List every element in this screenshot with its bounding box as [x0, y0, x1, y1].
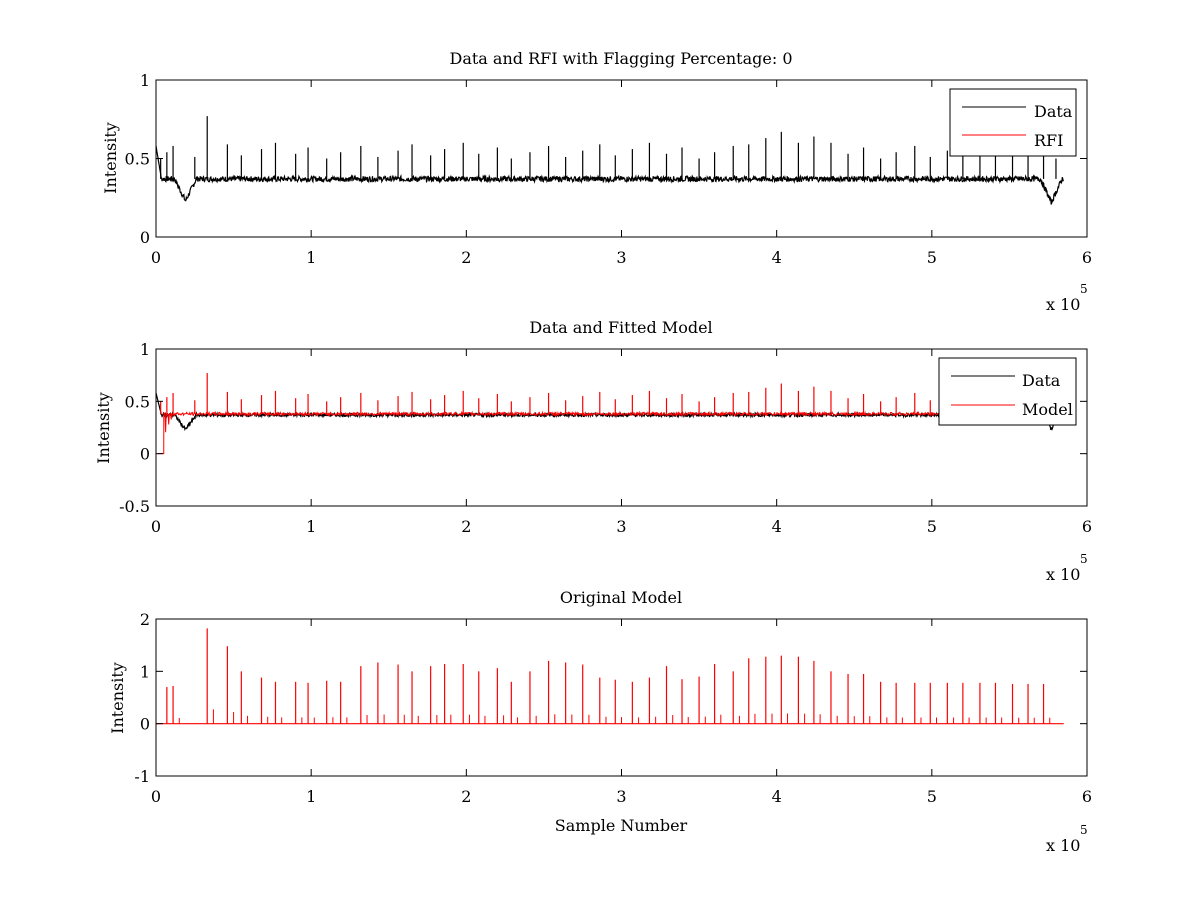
y-tick-label: 0.5 [125, 392, 150, 411]
x-tick-label: 4 [772, 248, 782, 267]
series-data [155, 145, 1064, 205]
legend: Data Model [938, 357, 1077, 426]
x-tick-label: 0 [151, 248, 161, 267]
x-tick-label: 0 [151, 787, 161, 806]
x-multiplier: x 10 [1046, 295, 1080, 314]
y-tick-label: 1 [140, 340, 150, 359]
y-axis-label: Intensity [94, 392, 113, 464]
series-data [155, 392, 1064, 432]
x-tick-label: 4 [772, 787, 782, 806]
y-tick-label: 0 [140, 715, 150, 734]
y-tick-label: 0 [140, 445, 150, 464]
y-tick-label: -0.5 [119, 497, 150, 516]
legend: Data RFI [949, 88, 1077, 157]
x-tick-label: 4 [772, 517, 782, 536]
x-multiplier: x 10 [1046, 836, 1080, 855]
subplot-title: Data and Fitted Model [529, 318, 712, 337]
x-tick-label: 3 [616, 248, 626, 267]
x-tick-label: 3 [616, 517, 626, 536]
x-multiplier-exponent: 5 [1080, 823, 1088, 837]
legend-label-data: Data [1022, 371, 1061, 390]
x-multiplier: x 10 [1046, 565, 1080, 584]
x-multiplier-exponent: 5 [1080, 282, 1088, 296]
x-tick-label: 1 [306, 517, 316, 536]
subplot-title: Data and RFI with Flagging Percentage: 0 [449, 49, 792, 68]
x-tick-label: 1 [306, 248, 316, 267]
x-tick-label: 6 [1082, 248, 1092, 267]
x-tick-label: 2 [461, 787, 471, 806]
legend-label-data: Data [1034, 102, 1073, 121]
y-tick-label: 0 [140, 228, 150, 247]
x-tick-label: 5 [927, 787, 937, 806]
x-axis-label: Sample Number [555, 816, 688, 835]
x-tick-label: 2 [461, 248, 471, 267]
subplot-data-and-fitted-model: Data and Fitted Model Intensity 0 1 2 3 4 5 6 -… [94, 318, 1092, 584]
y-axis-label: Intensity [101, 122, 120, 194]
y-tick-label: 1 [140, 71, 150, 90]
x-multiplier-exponent: 5 [1080, 552, 1088, 566]
series-model [157, 410, 1065, 455]
legend-label-rfi: RFI [1034, 131, 1063, 150]
x-tick-label: 6 [1082, 787, 1092, 806]
x-tick-label: 1 [306, 787, 316, 806]
legend-box [949, 88, 1077, 157]
x-tick-label: 5 [927, 517, 937, 536]
y-tick-label: -1 [134, 767, 150, 786]
y-tick-label: 0.5 [125, 150, 150, 169]
x-tick-label: 6 [1082, 517, 1092, 536]
x-tick-label: 3 [616, 787, 626, 806]
legend-box [938, 357, 1077, 426]
x-tick-label: 2 [461, 517, 471, 536]
y-tick-label: 1 [140, 662, 150, 681]
subplot-title: Original Model [560, 588, 682, 607]
x-tick-label: 5 [927, 248, 937, 267]
y-tick-label: 2 [140, 610, 150, 629]
subplot-data-and-rfi: Data and RFI with Flagging Percentage: 0… [101, 49, 1092, 314]
y-axis-label: Intensity [108, 662, 127, 734]
legend-label-model: Model [1022, 400, 1073, 419]
x-tick-label: 0 [151, 517, 161, 536]
